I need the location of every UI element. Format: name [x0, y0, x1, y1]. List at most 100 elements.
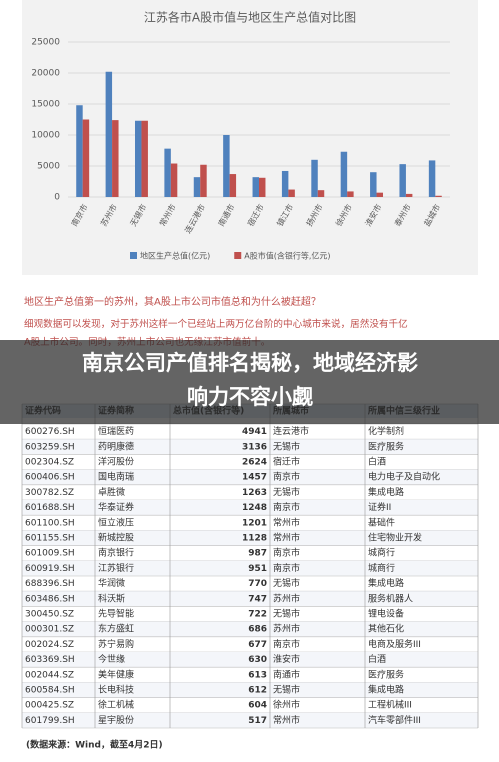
table-cell: 688396.SH — [25, 579, 75, 589]
bar — [229, 174, 237, 197]
table-cell: 601799.SH — [25, 716, 75, 726]
table-cell: 工程机械III — [368, 699, 412, 711]
table-row-bg — [22, 439, 478, 455]
bar — [405, 193, 413, 197]
table-cell: 南京市 — [273, 547, 300, 559]
table-cell: 白酒 — [368, 456, 386, 468]
y-tick-label: 10000 — [31, 131, 60, 141]
table-cell: 600584.SH — [25, 686, 75, 696]
table-row-bg — [22, 560, 478, 576]
overlay-title: 南京公司产值排名揭秘，地域经济影 — [82, 351, 418, 375]
bar — [164, 148, 171, 197]
table-cell: 603486.SH — [25, 594, 75, 604]
table-cell: 无锡市 — [273, 486, 300, 498]
table-cell: 苏宁易购 — [98, 638, 134, 650]
table-cell: 002024.SZ — [25, 640, 74, 650]
table-cell: 677 — [248, 640, 267, 650]
bar — [370, 172, 377, 197]
bar — [340, 151, 348, 197]
table-cell: 603369.SH — [25, 655, 75, 665]
table-cell: 国电南瑞 — [98, 471, 134, 483]
table-cell: 药明康德 — [98, 440, 134, 452]
bar — [76, 105, 83, 197]
table-cell: 1457 — [242, 473, 267, 483]
table-cell: 686 — [248, 625, 267, 635]
table-row-bg — [22, 682, 478, 698]
paragraph-line: 细观数据可以发现，对于苏州这样一个已经站上两万亿台阶的中心城市来说，居然没有千亿 — [24, 318, 408, 330]
bar — [399, 164, 406, 197]
table-cell: 770 — [248, 579, 267, 589]
table-cell: 987 — [248, 549, 267, 559]
table-cell: 无锡市 — [273, 608, 300, 620]
overlay-band — [0, 340, 499, 424]
table-cell: 恒瑞医药 — [98, 425, 134, 437]
table-cell: 南京市 — [273, 638, 300, 650]
table-cell: 常州市 — [273, 516, 300, 528]
table-cell: 集成电路 — [368, 486, 404, 498]
bar — [281, 170, 289, 197]
table-row-bg — [22, 712, 478, 728]
table-cell: 1201 — [242, 518, 267, 528]
y-tick-label: 25000 — [31, 38, 60, 48]
source-note: (数据来源：Wind，截至4月2日) — [26, 739, 163, 751]
table-cell: 630 — [248, 655, 267, 665]
bar — [134, 120, 142, 197]
bar — [193, 177, 201, 197]
bar — [317, 190, 325, 197]
table-cell: 医疗服务 — [368, 668, 404, 680]
table-cell: 1263 — [242, 488, 267, 498]
bar — [347, 191, 354, 197]
table-cell: 601100.SH — [25, 518, 75, 528]
table-cell: 747 — [248, 594, 267, 604]
table-row-bg — [22, 530, 478, 546]
bar — [105, 71, 113, 197]
table-cell: 宿迁市 — [273, 456, 300, 468]
table-cell: 汽车零部件III — [368, 714, 421, 726]
table-cell: 300782.SZ — [25, 488, 74, 498]
table-cell: 长电科技 — [98, 684, 134, 696]
table-cell: 3136 — [242, 442, 267, 452]
table-cell: 常州市 — [273, 714, 300, 726]
table-cell: 无锡市 — [273, 684, 300, 696]
table-cell: 住宅物业开发 — [368, 532, 422, 544]
table-cell: 无锡市 — [273, 577, 300, 589]
table-cell: 科沃斯 — [98, 592, 125, 604]
y-tick-label: 15000 — [31, 100, 60, 110]
table-cell: 医疗服务 — [368, 440, 404, 452]
table-cell: 洋河股份 — [98, 456, 134, 468]
table-cell: 苏州市 — [273, 623, 300, 635]
table-cell: 603259.SH — [25, 442, 75, 452]
table-cell: 南通市 — [273, 668, 300, 680]
table-cell: 集成电路 — [368, 684, 404, 696]
y-tick-label: 20000 — [31, 69, 60, 79]
overlay-title: 响力不容小觑 — [187, 385, 313, 409]
table-cell: 城商行 — [368, 547, 395, 559]
table-cell: 600406.SH — [25, 473, 75, 483]
table-cell: 徐州市 — [273, 699, 300, 711]
table-cell: 601688.SH — [25, 503, 75, 513]
bar — [288, 189, 295, 197]
bar — [170, 163, 178, 197]
table-cell: 星宇股份 — [98, 714, 134, 726]
table-cell: 1128 — [242, 534, 267, 544]
table-cell: 电商及服务III — [368, 638, 421, 650]
table-cell: 1248 — [242, 503, 267, 513]
table-cell: 恒立液压 — [98, 516, 134, 528]
table-cell: 城商行 — [368, 562, 395, 574]
table-cell: 连云港市 — [273, 425, 309, 437]
table-cell: 其他石化 — [368, 623, 404, 635]
table-cell: 锂电设备 — [368, 608, 404, 620]
bar — [82, 119, 90, 197]
y-tick-label: 5000 — [37, 162, 60, 172]
table-cell: 电力电子及自动化 — [368, 471, 440, 483]
table-row-bg — [22, 591, 478, 607]
table-row-bg — [22, 500, 478, 516]
table-cell: 300450.SZ — [25, 610, 74, 620]
table-cell: 601155.SH — [25, 534, 75, 544]
legend-swatch — [234, 252, 242, 259]
bar — [112, 120, 119, 197]
table-cell: 常州市 — [273, 532, 300, 544]
bar — [223, 135, 230, 197]
table-cell: 600276.SH — [25, 427, 75, 437]
